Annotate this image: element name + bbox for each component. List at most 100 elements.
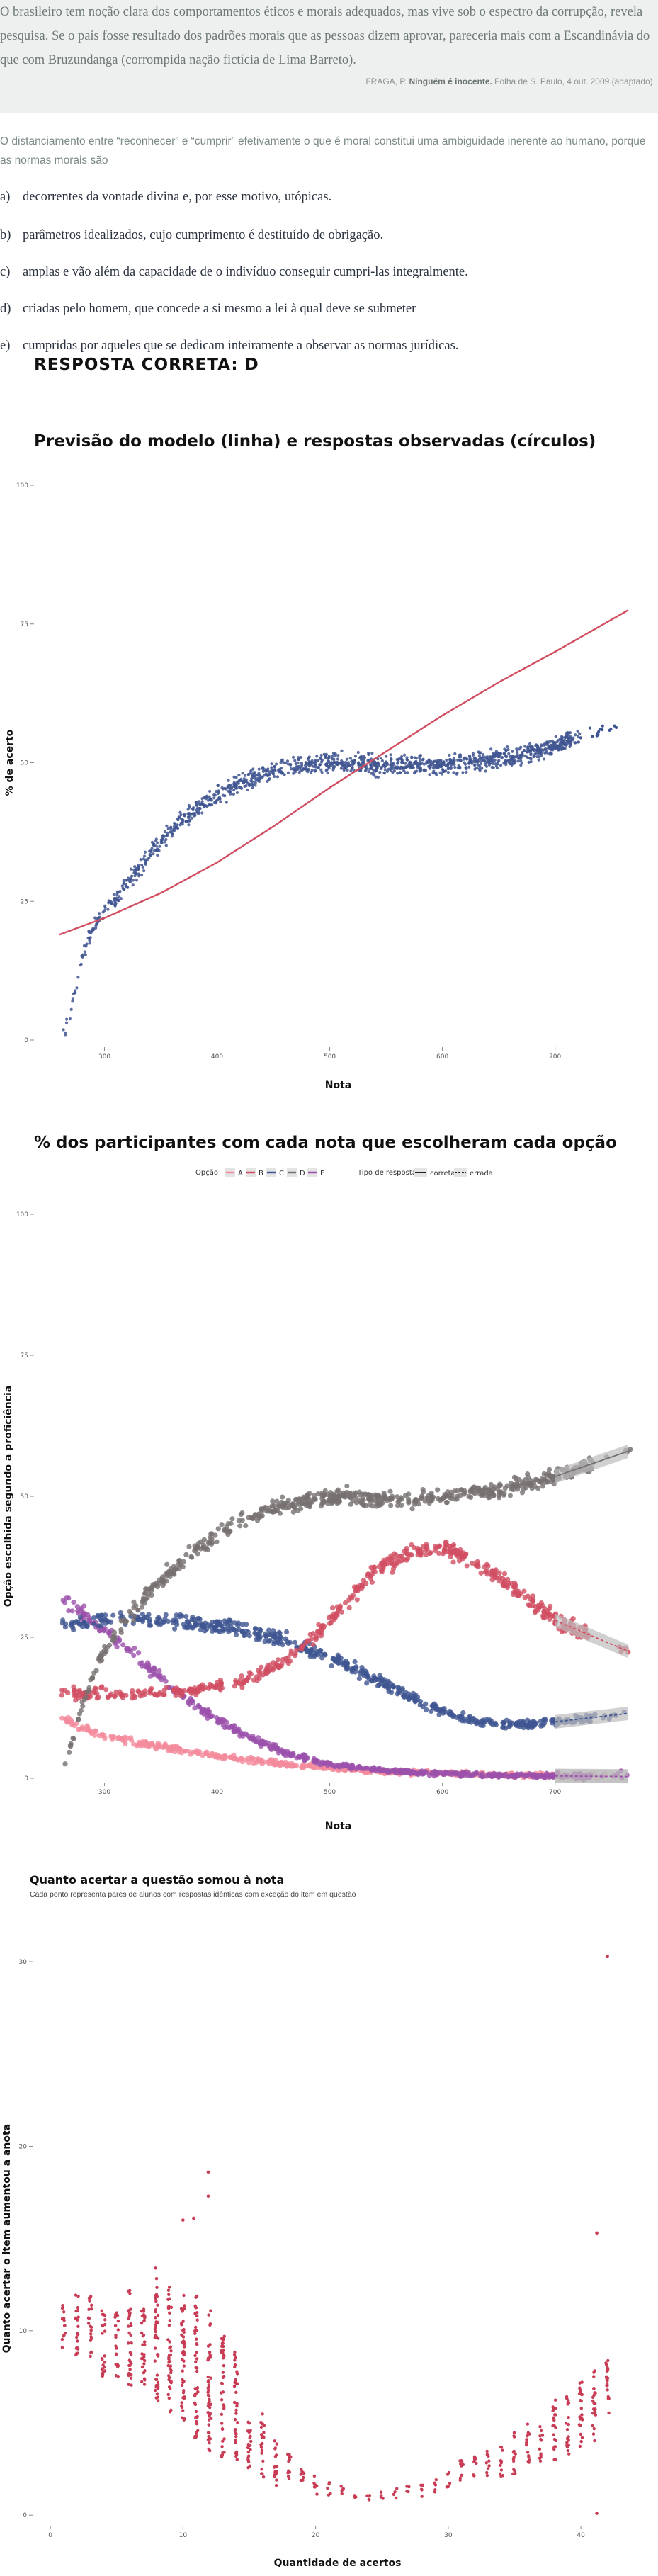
point-option-D	[280, 1494, 285, 1500]
gain-point	[103, 2329, 107, 2333]
gain-point	[114, 2362, 118, 2366]
point-option-B	[329, 1605, 336, 1611]
point-option-D	[238, 1511, 244, 1518]
point-option-C	[77, 1615, 83, 1620]
point-option-B	[313, 1637, 319, 1642]
observed-point	[268, 777, 271, 781]
observed-point	[121, 886, 125, 890]
observed-point	[186, 808, 190, 811]
gain-point	[195, 2318, 199, 2322]
gain-point	[195, 2314, 199, 2318]
observed-point	[296, 767, 300, 772]
observed-point	[119, 897, 123, 900]
quote-box	[0, 0, 658, 113]
point-option-B	[240, 1680, 246, 1686]
observed-point	[565, 740, 569, 743]
point-option-E	[120, 1642, 126, 1648]
point-option-E	[66, 1608, 72, 1614]
point-option-E	[163, 1678, 169, 1684]
observed-point	[419, 759, 422, 762]
point-option-C	[429, 1708, 434, 1714]
point-option-D	[209, 1541, 215, 1547]
observed-point	[561, 735, 565, 740]
gain-point	[181, 2320, 185, 2323]
gain-point	[194, 2410, 198, 2414]
point-option-D	[304, 1494, 310, 1500]
observed-point	[475, 760, 479, 764]
gain-point	[419, 2483, 423, 2487]
gain-point	[606, 2358, 610, 2363]
observed-point	[142, 854, 147, 858]
point-option-E	[349, 1763, 356, 1768]
gain-point	[485, 2473, 489, 2478]
point-option-D	[381, 1492, 387, 1498]
point-option-E	[186, 1698, 192, 1704]
gain-point	[60, 2306, 64, 2310]
point-option-D	[186, 1544, 192, 1549]
gain-point	[551, 2424, 555, 2428]
observed-point	[444, 769, 448, 773]
observed-point	[559, 741, 562, 745]
gain-point	[499, 2463, 502, 2467]
observed-point	[94, 926, 98, 930]
gain-point	[168, 2360, 172, 2363]
gain-point	[312, 2481, 316, 2485]
gain-point	[553, 2398, 557, 2402]
observed-point	[545, 751, 549, 755]
gain-point	[207, 2388, 210, 2393]
option-letter: e)	[0, 339, 11, 353]
point-option-D	[496, 1493, 502, 1498]
observed-point	[509, 757, 512, 762]
point-option-A	[243, 1757, 249, 1763]
x-tick-label: 20	[312, 2532, 320, 2539]
observed-point	[158, 844, 161, 848]
observed-point	[389, 769, 393, 772]
gain-point	[194, 2360, 198, 2363]
gain-point	[286, 2474, 290, 2478]
point-option-C	[171, 1617, 176, 1623]
gain-point	[142, 2320, 146, 2323]
observed-point	[246, 773, 251, 776]
gain-point	[76, 2324, 80, 2329]
observed-point	[424, 762, 429, 765]
gain-point	[195, 2294, 198, 2298]
legend-type-title: Tipo de resposta	[357, 1169, 416, 1177]
gain-point	[207, 2313, 210, 2317]
observed-point	[548, 751, 552, 755]
gain-point	[222, 2403, 225, 2407]
point-option-C	[518, 1722, 525, 1728]
gain-point	[140, 2331, 144, 2335]
observed-point	[477, 767, 481, 771]
observed-point	[161, 838, 164, 842]
observed-point	[391, 771, 395, 774]
point-option-E	[220, 1719, 225, 1725]
observed-point	[489, 747, 493, 751]
point-option-A	[248, 1754, 254, 1761]
observed-point	[291, 755, 295, 759]
gain-point	[580, 2380, 584, 2384]
point-option-B	[401, 1557, 407, 1562]
gain-point	[193, 2332, 197, 2335]
point-option-C	[386, 1685, 392, 1690]
point-option-C	[429, 1703, 435, 1709]
observed-point	[299, 765, 302, 769]
point-option-B	[501, 1583, 507, 1589]
point-option-D	[148, 1585, 154, 1591]
observed-point	[317, 759, 320, 762]
point-option-C	[119, 1613, 125, 1619]
point-option-E	[281, 1749, 287, 1754]
gain-point	[206, 2380, 210, 2384]
gain-point	[169, 2305, 174, 2310]
gain-point	[249, 2434, 252, 2439]
x-tick-label: 30	[444, 2532, 453, 2539]
observed-point	[280, 758, 284, 762]
point-option-E	[224, 1719, 229, 1725]
gain-point	[180, 2405, 184, 2410]
observed-point	[259, 777, 262, 781]
observed-point	[350, 767, 353, 770]
point-option-D	[270, 1498, 276, 1504]
y-tick-label: 100	[16, 482, 28, 490]
point-option-C	[490, 1722, 496, 1728]
point-option-D	[429, 1490, 434, 1496]
point-option-C	[103, 1620, 108, 1627]
